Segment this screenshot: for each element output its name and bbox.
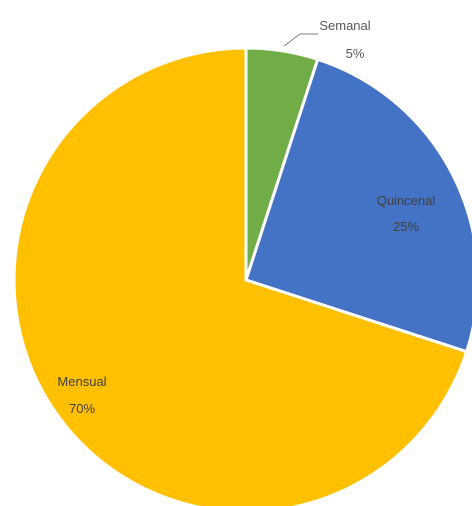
slice-value-mensual: 70% [69, 401, 95, 416]
semanal-leader-line [283, 33, 301, 47]
slice-label-semanal: Semanal [319, 18, 370, 33]
pie-slice-mensual [12, 46, 469, 506]
slice-value-semanal: 5% [346, 46, 365, 61]
pie-slice-quincenal [244, 57, 472, 354]
slice-label-quincenal: Quincenal [377, 193, 436, 208]
pie-slices [12, 46, 472, 506]
slice-value-quincenal: 25% [393, 219, 419, 234]
slice-label-mensual: Mensual [57, 374, 106, 389]
